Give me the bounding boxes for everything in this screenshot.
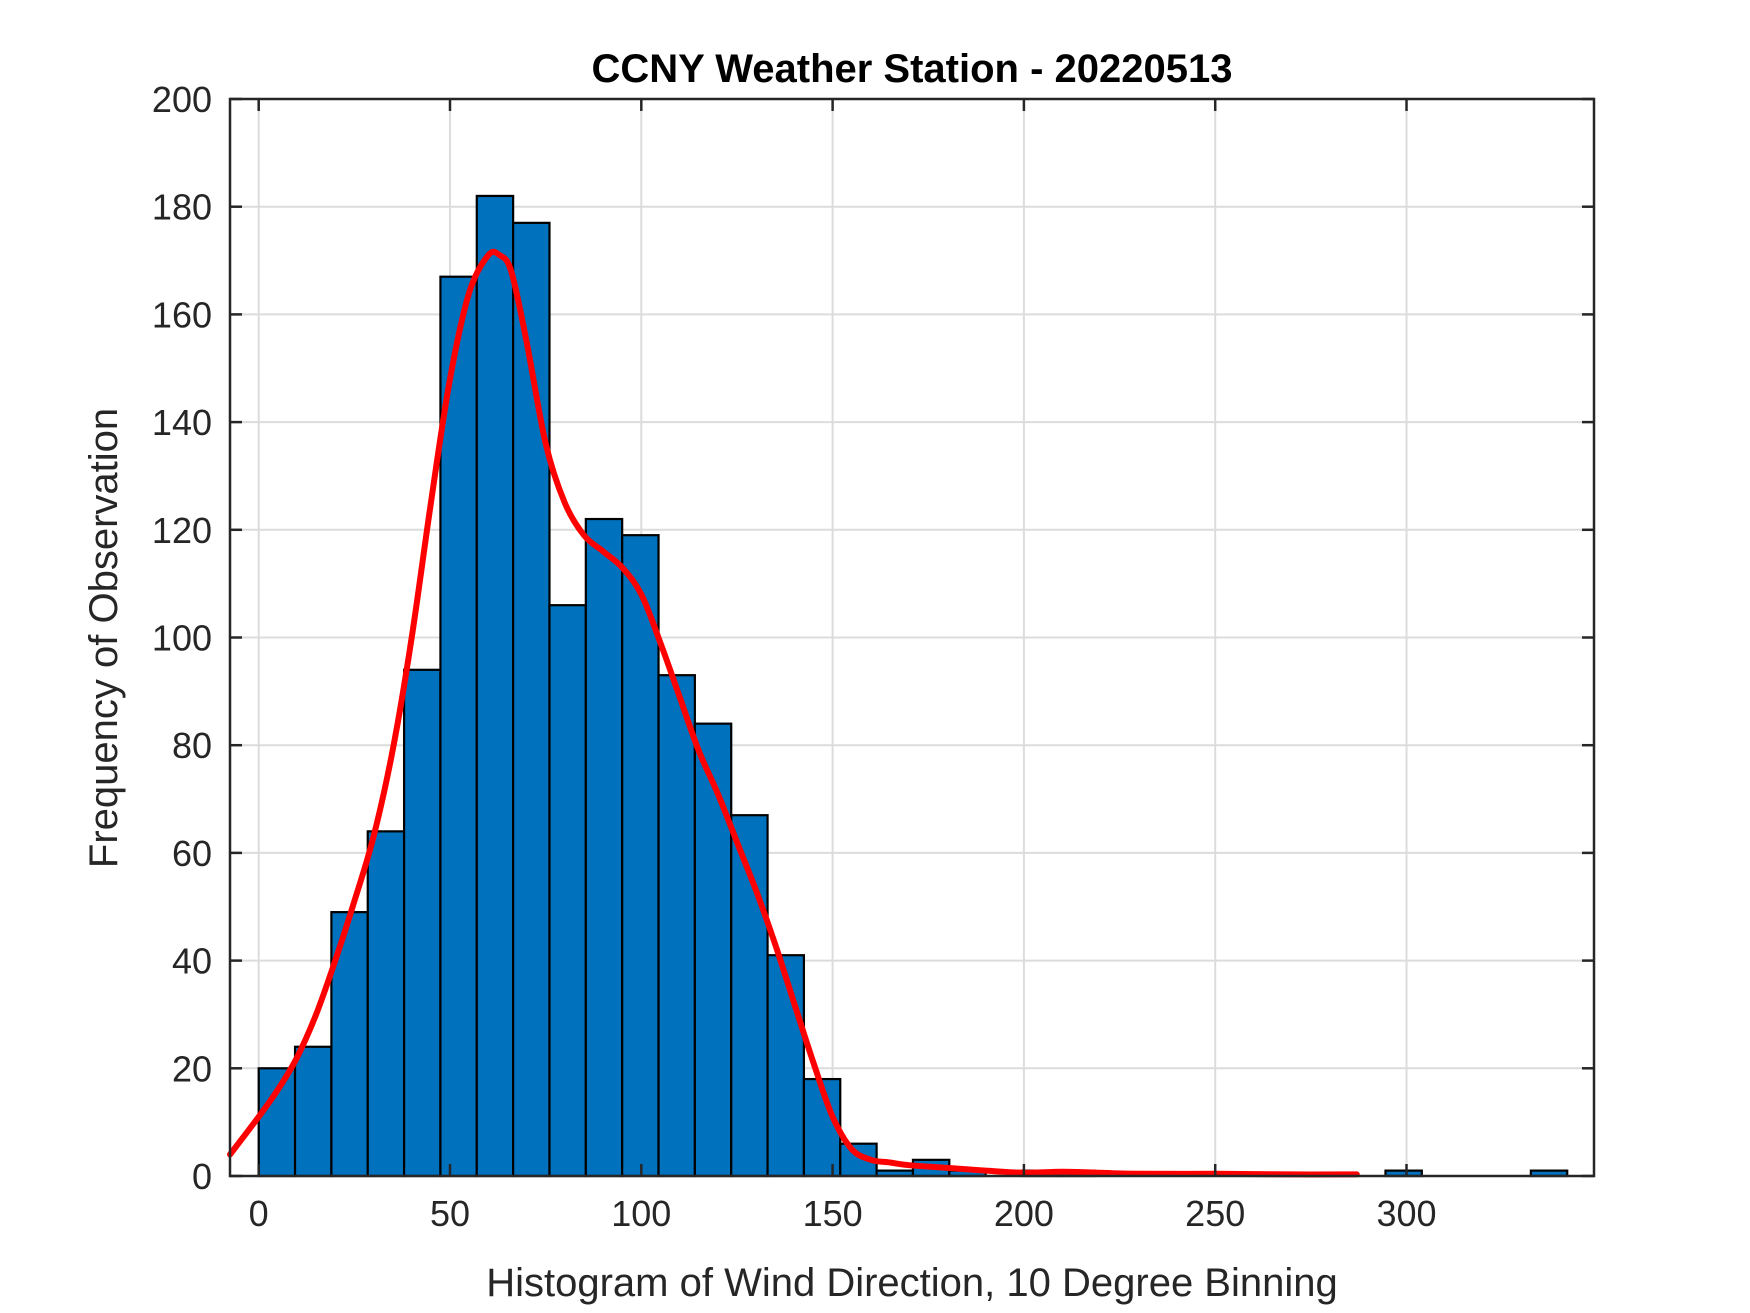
histogram-bar xyxy=(475,194,515,1178)
x-tick-label: 300 xyxy=(1376,1193,1436,1234)
y-tick-label: 0 xyxy=(192,1156,212,1197)
x-tick-label: 0 xyxy=(249,1193,269,1234)
histogram-bar xyxy=(621,534,660,1178)
y-tick-label: 60 xyxy=(172,833,212,874)
y-tick-label: 20 xyxy=(172,1048,212,1089)
x-axis-label: Histogram of Wind Direction, 10 Degree B… xyxy=(486,1261,1338,1305)
histogram-bar xyxy=(293,1045,333,1178)
x-tick-label: 100 xyxy=(611,1193,671,1234)
x-tick-label: 150 xyxy=(803,1193,863,1234)
histogram-bar xyxy=(548,604,587,1178)
fit-curve-line xyxy=(227,248,1360,1178)
y-tick-label: 160 xyxy=(152,294,212,335)
histogram-bars xyxy=(257,194,1569,1178)
histogram-bar xyxy=(730,814,769,1178)
histogram-bar xyxy=(257,1067,297,1178)
histogram-bar xyxy=(584,517,624,1178)
x-tick-labels: 0 50 100 150 200 250 300 xyxy=(249,1193,1437,1234)
histogram-bar xyxy=(766,954,806,1178)
y-tick-label: 100 xyxy=(152,618,212,659)
y-tick-label: 120 xyxy=(152,510,212,551)
histogram-bar xyxy=(402,668,442,1178)
y-axis-label: Frequency of Observation xyxy=(82,408,126,868)
histogram-bar xyxy=(657,674,696,1178)
x-tick-label: 250 xyxy=(1185,1193,1245,1234)
y-tick-label: 40 xyxy=(172,941,212,982)
x-tick-label: 50 xyxy=(430,1193,470,1234)
fit-curve-layer xyxy=(227,248,1360,1178)
chart-title: CCNY Weather Station - 20220513 xyxy=(592,47,1233,91)
histogram-bar xyxy=(693,722,733,1178)
histogram-bar xyxy=(366,830,406,1178)
x-tick-label: 200 xyxy=(994,1193,1054,1234)
y-tick-label: 80 xyxy=(172,725,212,766)
y-tick-label: 140 xyxy=(152,402,212,443)
y-tick-labels: 0 20 40 60 80 100 120 140 160 180 200 xyxy=(152,79,212,1197)
y-tick-label: 200 xyxy=(152,79,212,120)
axis-ticks xyxy=(230,97,1594,1178)
y-tick-label: 180 xyxy=(152,187,212,228)
histogram-bar xyxy=(439,275,478,1178)
